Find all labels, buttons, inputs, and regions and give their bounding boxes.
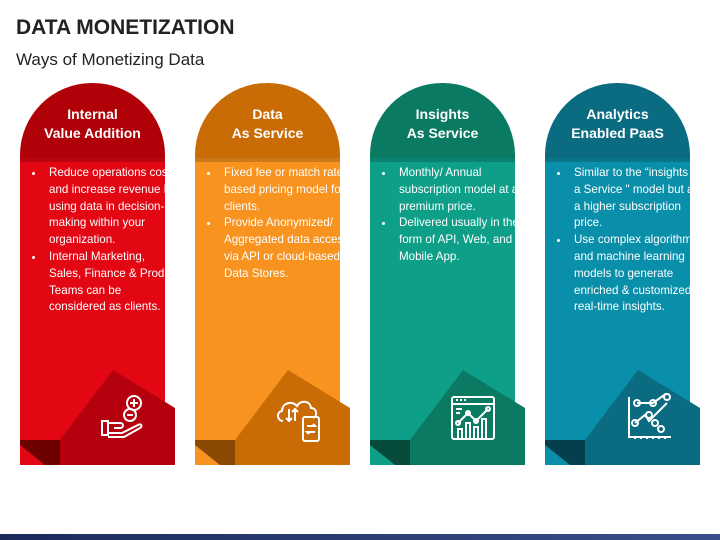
card-as-service: Insights As Service Monthly/ Annual subs… [370, 83, 525, 465]
card-title: Data As Service [195, 105, 340, 143]
fold-shape [235, 370, 350, 465]
card-title-line1: Insights [415, 106, 470, 122]
card-title: Insights As Service [370, 105, 515, 143]
card-title-line1: Data [252, 106, 283, 122]
card-fold [195, 370, 350, 465]
header-divider [370, 158, 515, 162]
dashboard-chart-icon [451, 396, 495, 440]
hand-plus-minus-icon [101, 395, 143, 438]
fold-corner [195, 440, 235, 465]
bullet-item: Provide Anonymized/ Aggregated data acce… [220, 215, 355, 282]
card-title-line1: Internal [67, 106, 118, 122]
fold-corner [545, 440, 585, 465]
card-title-line2: Value Addition [44, 125, 141, 141]
card-fold [20, 370, 175, 465]
header-divider [545, 158, 690, 162]
card-title-line1: Analytics [586, 106, 649, 122]
card-title-line2: Enabled PaaS [571, 125, 664, 141]
bullet-item: Delivered usually in the form of API, We… [395, 215, 530, 265]
line-graph-icon [628, 393, 671, 439]
slide-subtitle: Ways of Monetizing Data [16, 50, 205, 69]
card-title-line2: As Service [406, 125, 479, 141]
card-fold [370, 370, 525, 465]
cloud-sync-mobile-icon [277, 400, 320, 442]
footer-bar [0, 534, 720, 540]
bullet-item: Reduce operations costs and increase rev… [45, 165, 180, 249]
fold-corner [20, 440, 60, 465]
card-title: Internal Value Addition [20, 105, 165, 143]
slide-title: DATA MONETIZATION [16, 16, 235, 39]
bullet-item: Use complex algorithms and machine learn… [570, 232, 705, 316]
bullet-item: Internal Marketing, Sales, Finance & Pro… [45, 249, 180, 316]
bullet-item: Similar to the “insights as a Service " … [570, 165, 705, 232]
header-divider [195, 158, 340, 162]
bullet-item: Monthly/ Annual subscription model at a … [395, 165, 530, 215]
bullet-list: Similar to the “insights as a Service " … [553, 165, 705, 316]
card-title-line2: As Service [231, 125, 304, 141]
card-as-service: Data As Service Fixed fee or match rate-… [195, 83, 350, 465]
card-enabled-paas: Analytics Enabled PaaS Similar to the “i… [545, 83, 704, 465]
bullet-list: Monthly/ Annual subscription model at a … [378, 165, 530, 266]
fold-corner [370, 440, 410, 465]
bullet-list: Fixed fee or match rate-based pricing mo… [203, 165, 355, 283]
fold-shape [60, 370, 175, 465]
bullet-item: Fixed fee or match rate-based pricing mo… [220, 165, 355, 215]
card-title: Analytics Enabled PaaS [545, 105, 690, 143]
header-divider [20, 158, 165, 162]
fold-shape [410, 370, 525, 465]
card-value-addition: Internal Value Addition Reduce operation… [20, 83, 180, 465]
bullet-list: Reduce operations costs and increase rev… [28, 165, 180, 316]
